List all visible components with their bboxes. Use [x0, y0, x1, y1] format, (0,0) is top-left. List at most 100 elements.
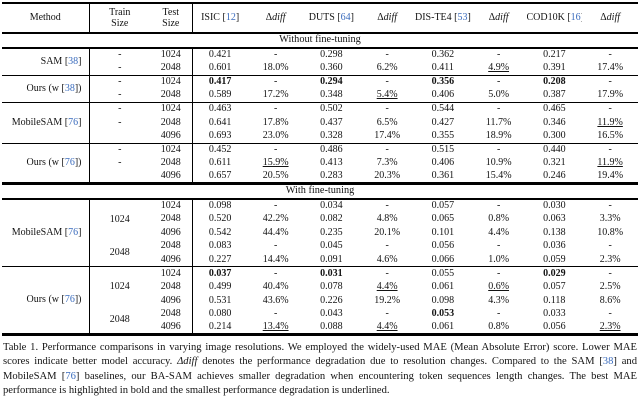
table-row: 2048 0.499 40.4% 0.078 4.4% 0.061 0.6% 0.057 2.5… — [2, 280, 638, 295]
mae-value-cell: 0.235 — [320, 226, 343, 238]
diff-value-cell: - — [359, 101, 415, 116]
mae-value-cell: 0.294 — [303, 74, 360, 89]
col-header-cod10k: COD10K [16] — [526, 3, 583, 34]
mae-value-cell: 0.063 — [543, 213, 566, 225]
delta-word: diff — [272, 11, 286, 23]
test-size-cell: 2048 — [150, 212, 193, 227]
citation-link[interactable]: 76 — [68, 116, 79, 128]
diff-value-cell: 0.8% — [488, 213, 510, 225]
mae-value-cell: 0.056 — [543, 321, 566, 333]
citation-link[interactable]: 38 — [68, 55, 79, 67]
mae-value-cell: 0.693 — [208, 129, 232, 141]
test-size-cell: 4096 — [150, 129, 193, 144]
diff-value-cell: - — [496, 49, 501, 61]
method-cell: Ours (w [76]) — [2, 266, 90, 335]
col-header-train-size: Train Size — [89, 3, 150, 34]
citation-link[interactable]: 12 — [225, 11, 236, 23]
diff-value-cell: 19.2% — [374, 294, 401, 306]
diff-value-cell: - — [496, 200, 501, 212]
citation-link[interactable]: 38 — [602, 356, 614, 368]
diff-value-cell: - — [470, 142, 527, 157]
train-size-cell: 2048 — [109, 246, 130, 258]
mae-value-cell: 0.515 — [415, 142, 471, 157]
test-size-cell: 2048 — [150, 61, 193, 76]
mae-value-cell: 0.065 — [431, 213, 455, 225]
mae-value-cell: 0.421 — [208, 49, 232, 61]
diff-value-cell: - — [273, 240, 278, 252]
diff-value-cell: - — [385, 49, 389, 61]
diff-value-cell: - — [359, 74, 415, 89]
citation-link[interactable]: 53 — [457, 11, 468, 23]
diff-value-cell: 17.8% — [262, 116, 289, 128]
diff-value-cell: 4.3% — [488, 294, 510, 306]
bracket: ]) — [74, 156, 82, 168]
test-size-cell: 2048 — [150, 307, 193, 322]
table-row: 4096 0.214 13.4% 0.088 4.4% 0.061 0.8% 0.056 2.3… — [2, 321, 638, 335]
delta-word: diff — [383, 11, 398, 23]
section-title: With fine-tuning — [2, 182, 638, 200]
mae-value-cell: 0.118 — [543, 294, 566, 306]
train-size-cell — [89, 130, 150, 144]
table-row: 4096 0.542 44.4% 0.235 20.1% 0.101 4.4% 0.138 10… — [2, 226, 638, 240]
mae-value-cell: 0.387 — [543, 89, 566, 101]
train-size-cell: - — [118, 157, 122, 169]
diff-value-cell: 7.3% — [376, 157, 398, 169]
citation-link[interactable]: 76 — [65, 370, 76, 382]
mae-value-cell: 0.411 — [431, 61, 454, 73]
diff-value-cell: - — [273, 308, 278, 320]
col-header-dis-te4: DIS-TE4 [53] — [415, 3, 471, 34]
method-cell: MobileSAM [76] — [2, 101, 90, 144]
mae-value-cell: 0.298 — [320, 49, 343, 61]
mae-value-cell: 0.043 — [320, 308, 343, 320]
diff-value-cell: 13.4% — [262, 321, 289, 333]
table-row: Ours (w [76]) 1024 1024 0.037-0.031-0.055-0… — [2, 266, 638, 335]
table-row: MobileSAM [76] 1024 1024 0.098 - 0.034 - 0.057 -… — [2, 198, 638, 267]
diff-value-cell: 20.1% — [374, 226, 401, 238]
mae-value-cell: 0.328 — [320, 129, 343, 141]
mae-value-cell: 0.356 — [415, 74, 471, 89]
test-size-cell: 4096 — [150, 294, 193, 308]
test-size-cell: 4096 — [150, 321, 193, 335]
table-row: 2048 0.520 42.2% 0.082 4.8% 0.065 0.8% 0.063 3.3… — [2, 212, 638, 227]
diff-value-cell: 43.6% — [262, 294, 289, 306]
mae-value-cell: 0.031 — [303, 266, 360, 281]
col-header-delta-diff: Δdiff — [582, 3, 638, 34]
mae-value-cell: 0.440 — [526, 142, 583, 157]
citation-link[interactable]: 76 — [68, 226, 79, 238]
diff-value-cell: - — [247, 142, 304, 157]
citation-link[interactable]: 64 — [340, 11, 351, 23]
delta-symbol: Δ — [488, 11, 496, 23]
mae-value-cell: 0.300 — [543, 129, 566, 141]
mae-value-cell: 0.036 — [543, 240, 566, 252]
paper-page: Method Train Size Test Size ISIC [12] Δdi… — [2, 2, 638, 396]
table-row: 4096 0.657 20.5% 0.283 20.3% 0.361 15.4% 0.246 1… — [2, 170, 638, 184]
citation-link[interactable]: 16 — [570, 11, 581, 23]
citation-link[interactable]: 76 — [64, 294, 75, 306]
diff-value-cell: 17.4% — [597, 61, 624, 73]
table-row: Ours (w [76]) -1024 0.452-0.486-0.515-0.44… — [2, 142, 638, 184]
delta-word: diff — [495, 11, 509, 23]
col-header-delta-diff: Δdiff — [359, 3, 415, 34]
method-cell: Ours (w [76]) — [2, 142, 90, 184]
col-header-isic: ISIC [12] — [192, 3, 248, 34]
train-size-line1: Train — [109, 6, 131, 18]
bracket: ]) — [74, 82, 82, 94]
mae-value-cell: 0.030 — [543, 200, 566, 212]
diff-value-cell: 11.7% — [485, 116, 512, 128]
diff-value-cell: 1.0% — [488, 253, 510, 265]
diff-value-cell: - — [273, 200, 278, 212]
mae-value-cell: 0.413 — [320, 157, 343, 169]
mae-value-cell: 0.061 — [431, 281, 455, 293]
mae-value-cell: 0.226 — [320, 294, 343, 306]
diff-value-cell: - — [582, 266, 638, 281]
diff-value-cell: 42.2% — [262, 213, 289, 225]
diff-value-cell: 0.8% — [488, 321, 510, 333]
diff-value-cell: - — [582, 142, 638, 157]
test-size-cell: 2048 — [150, 115, 193, 130]
citation-link[interactable]: 76 — [64, 156, 75, 168]
citation-link[interactable]: 38 — [64, 82, 75, 94]
diff-value-cell: 8.6% — [599, 294, 621, 306]
test-size-line2: Size — [162, 18, 180, 29]
mae-value-cell: 0.348 — [320, 89, 343, 101]
test-size-cell: 2048 — [150, 239, 193, 254]
